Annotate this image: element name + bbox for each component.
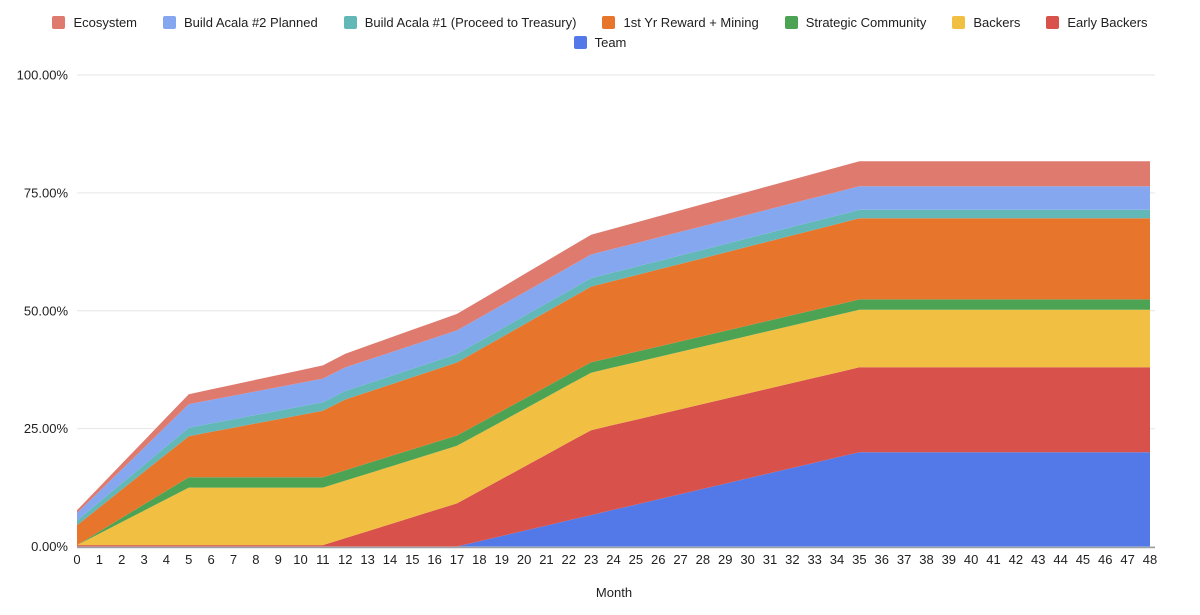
x-axis-title: Month	[595, 585, 633, 600]
legend-row: Team	[573, 32, 627, 52]
x-axis-tick-label: 23	[584, 552, 598, 567]
legend-label: Build Acala #2 Planned	[184, 14, 318, 30]
x-axis-tick-label: 33	[807, 552, 821, 567]
x-axis-tick-label: 16	[427, 552, 441, 567]
chart-legend: Ecosystem Build Acala #2 Planned Build Aca…	[0, 12, 1200, 52]
x-axis-tick-label: 24	[606, 552, 620, 567]
x-axis-tick-label: 1	[96, 552, 103, 567]
legend-item-early-backers[interactable]: Early Backers	[1046, 14, 1148, 30]
area-band-build-acala-1-treasury[interactable]	[77, 209, 1150, 526]
legend-swatch-first-yr-reward-mining	[602, 15, 616, 29]
x-axis-tick-label: 22	[562, 552, 576, 567]
legend-label: Backers	[973, 14, 1021, 30]
area-band-build-acala-2-planned[interactable]	[77, 186, 1150, 521]
x-axis-tick-label: 15	[405, 552, 419, 567]
x-axis-tick-label: 8	[252, 552, 259, 567]
x-axis-tick-label: 5	[185, 552, 192, 567]
x-axis-tick-label: 6	[208, 552, 215, 567]
x-axis-tick-label: 25	[629, 552, 643, 567]
area-band-backers[interactable]	[77, 309, 1150, 546]
legend-item-build-acala-2-planned[interactable]: Build Acala #2 Planned	[163, 15, 318, 30]
legend-swatch-build-acala-2-planned	[163, 15, 177, 29]
legend-label: Build Acala #1 (Proceed to Treasury)	[364, 14, 577, 30]
x-axis-tick-label: 14	[383, 552, 397, 567]
y-axis-tick-label: 50.00%	[24, 303, 69, 318]
x-axis-tick-label: 38	[919, 552, 933, 567]
x-axis-tick-label: 27	[673, 552, 687, 567]
x-axis-tick-label: 48	[1143, 552, 1157, 567]
legend-item-first-yr-reward-mining[interactable]: 1st Yr Reward + Mining	[602, 14, 759, 30]
legend-item-ecosystem[interactable]: Ecosystem	[52, 15, 137, 30]
x-axis-tick-label: 35	[852, 552, 866, 567]
x-axis-tick-label: 0	[73, 552, 80, 567]
x-axis-tick-label: 7	[230, 552, 237, 567]
legend-swatch-strategic-community	[784, 15, 798, 29]
legend-item-strategic-community[interactable]: Strategic Community	[784, 14, 927, 30]
legend-item-build-acala-1-treasury[interactable]: Build Acala #1 (Proceed to Treasury)	[343, 14, 577, 30]
x-axis-tick-label: 43	[1031, 552, 1045, 567]
x-axis-tick-label: 19	[494, 552, 508, 567]
area-band-first-yr-reward-mining[interactable]	[77, 218, 1150, 546]
x-axis-tick-label: 12	[338, 552, 352, 567]
x-axis-tick-label: 26	[651, 552, 665, 567]
legend-label: 1st Yr Reward + Mining	[623, 14, 759, 30]
x-axis-tick-label: 31	[763, 552, 777, 567]
x-axis-tick-label: 11	[316, 552, 330, 567]
x-axis-tick-label: 3	[140, 552, 147, 567]
x-axis-tick-label: 36	[875, 552, 889, 567]
legend-row: Ecosystem Build Acala #2 Planned Build Aca…	[52, 12, 1148, 32]
legend-label: Early Backers	[1067, 14, 1148, 30]
legend-item-team[interactable]: Team	[573, 34, 627, 50]
x-axis-tick-label: 39	[942, 552, 956, 567]
legend-label: Strategic Community	[805, 14, 927, 30]
area-band-ecosystem[interactable]	[77, 161, 1150, 514]
x-axis-tick-label: 21	[539, 552, 553, 567]
x-axis-tick-label: 18	[472, 552, 486, 567]
x-axis-tick-label: 44	[1053, 552, 1067, 567]
legend-label: Team	[594, 34, 627, 50]
x-axis-tick-label: 2	[118, 552, 125, 567]
legend-label: Ecosystem	[73, 14, 138, 30]
x-axis-tick-label: 45	[1076, 552, 1090, 567]
x-axis-tick-label: 20	[517, 552, 531, 567]
x-axis-tick-label: 13	[360, 552, 374, 567]
legend-swatch-ecosystem	[52, 15, 66, 29]
x-axis-tick-label: 41	[986, 552, 1000, 567]
area-band-early-backers[interactable]	[77, 367, 1150, 547]
x-axis-tick-label: 46	[1098, 552, 1112, 567]
legend-swatch-build-acala-1-treasury	[343, 15, 357, 29]
y-axis-tick-label: 75.00%	[24, 185, 69, 200]
x-axis-tick-label: 17	[450, 552, 464, 567]
x-axis-tick-label: 10	[293, 552, 307, 567]
x-axis-tick-label: 34	[830, 552, 844, 567]
y-axis-tick-label: 0.00%	[31, 539, 68, 554]
x-axis-tick-label: 42	[1009, 552, 1023, 567]
x-axis-tick-label: 47	[1120, 552, 1134, 567]
x-axis-tick-label: 40	[964, 552, 978, 567]
x-axis-tick-label: 4	[163, 552, 170, 567]
x-axis-tick-label: 9	[275, 552, 282, 567]
legend-swatch-team	[573, 35, 587, 49]
x-axis-tick-label: 30	[740, 552, 754, 567]
y-axis-tick-label: 100.00%	[17, 68, 69, 83]
x-axis-tick-label: 28	[696, 552, 710, 567]
legend-swatch-backers	[952, 15, 966, 29]
x-axis-tick-label: 37	[897, 552, 911, 567]
x-axis-tick-label: 32	[785, 552, 799, 567]
area-band-team[interactable]	[77, 452, 1150, 547]
x-axis-tick-label: 29	[718, 552, 732, 567]
legend-item-backers[interactable]: Backers	[952, 15, 1020, 30]
y-axis-tick-label: 25.00%	[24, 421, 69, 436]
legend-swatch-early-backers	[1046, 15, 1060, 29]
